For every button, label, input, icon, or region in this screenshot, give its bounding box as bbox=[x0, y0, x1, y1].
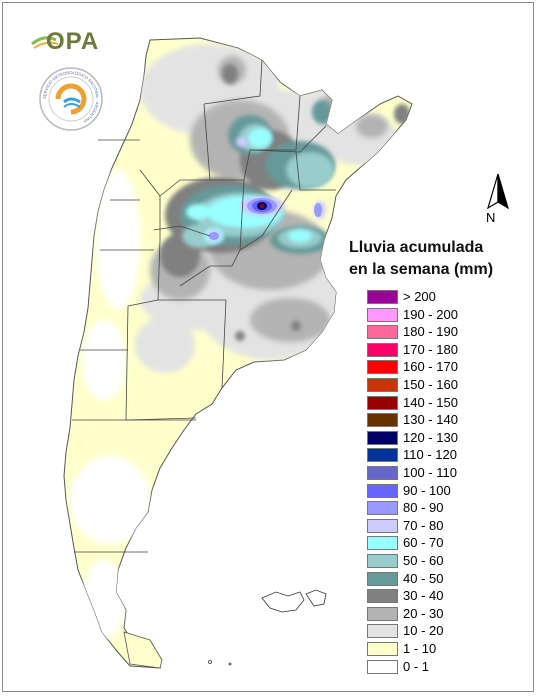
legend-item: 80 - 90 bbox=[367, 500, 497, 517]
legend-swatch bbox=[367, 554, 398, 568]
legend-label: 110 - 120 bbox=[403, 447, 457, 463]
smn-seal-icon: SERVICIO METEOROLÓGICO NACIONAL · ARGENT… bbox=[39, 67, 103, 131]
legend-label: 160 - 170 bbox=[403, 359, 458, 375]
legend-item: 180 - 190 bbox=[367, 324, 497, 341]
legend-swatch bbox=[367, 360, 398, 375]
legend-item: 120 - 130 bbox=[367, 429, 497, 447]
legend-label: 140 - 150 bbox=[403, 394, 458, 410]
legend-label: 190 - 200 bbox=[403, 306, 458, 322]
legend-item: 50 - 60 bbox=[367, 553, 497, 570]
legend-label: 70 - 80 bbox=[403, 517, 444, 533]
legend-label: 10 - 20 bbox=[403, 623, 444, 639]
legend-item: 150 - 160 bbox=[367, 377, 497, 394]
legend-swatch bbox=[367, 483, 398, 498]
legend-swatch bbox=[367, 659, 398, 674]
legend-label: 150 - 160 bbox=[403, 377, 458, 392]
legend-swatch bbox=[367, 448, 398, 463]
legend-label: 30 - 40 bbox=[403, 588, 444, 604]
legend-swatch bbox=[367, 571, 398, 586]
legend-label: 40 - 50 bbox=[403, 570, 444, 586]
legend-item: 10 - 20 bbox=[367, 623, 497, 640]
legend-item: 30 - 40 bbox=[367, 588, 497, 605]
legend-swatch bbox=[367, 466, 398, 480]
legend-swatch bbox=[367, 624, 398, 639]
legend-swatch bbox=[367, 378, 398, 392]
legend-title-line1: Lluvia acumulada bbox=[349, 239, 484, 256]
legend-item: 70 - 80 bbox=[367, 517, 497, 535]
legend-swatch bbox=[367, 395, 398, 410]
legend-label: 100 - 110 bbox=[403, 465, 457, 480]
legend-label: 60 - 70 bbox=[403, 535, 444, 551]
legend-swatch bbox=[367, 589, 398, 604]
legend-label: 50 - 60 bbox=[403, 553, 444, 568]
legend-item: 190 - 200 bbox=[367, 306, 497, 324]
legend-label: 90 - 100 bbox=[403, 482, 451, 498]
legend-label: 180 - 190 bbox=[403, 324, 458, 340]
legend-item: 0 - 1 bbox=[367, 658, 497, 676]
legend-item: 110 - 120 bbox=[367, 447, 497, 464]
legend-swatch bbox=[367, 430, 398, 445]
legend-swatch bbox=[367, 325, 398, 340]
legend-label: 1 - 10 bbox=[403, 641, 437, 656]
legend-swatch bbox=[367, 290, 398, 304]
legend-label: 20 - 30 bbox=[403, 605, 444, 621]
north-label: N bbox=[486, 210, 496, 225]
province-borders bbox=[72, 59, 336, 553]
legend-swatch bbox=[367, 307, 398, 322]
legend-label: 170 - 180 bbox=[403, 341, 458, 357]
islands bbox=[208, 589, 327, 666]
legend-item: 160 - 170 bbox=[367, 359, 497, 376]
legend-item: 90 - 100 bbox=[367, 482, 497, 500]
legend-item: 20 - 30 bbox=[367, 605, 497, 623]
legend-label: 120 - 130 bbox=[403, 429, 458, 445]
legend-item: 1 - 10 bbox=[367, 641, 497, 658]
legend-item: 60 - 70 bbox=[367, 535, 497, 552]
opa-logo-text: OPA bbox=[46, 28, 100, 55]
legend-swatch bbox=[367, 342, 398, 357]
north-arrow-icon bbox=[486, 173, 510, 210]
legend-swatch bbox=[367, 642, 398, 656]
legend-swatch bbox=[367, 501, 398, 516]
legend-swatch bbox=[367, 518, 398, 533]
legend-item: > 200 bbox=[367, 289, 497, 306]
legend-item: 170 - 180 bbox=[367, 341, 497, 359]
opa-logo-icon bbox=[31, 36, 59, 49]
legend-swatch bbox=[367, 413, 398, 428]
legend-label: 130 - 140 bbox=[403, 412, 458, 428]
legend-item: 100 - 110 bbox=[367, 465, 497, 482]
legend-label: 0 - 1 bbox=[403, 658, 430, 674]
legend-swatch bbox=[367, 606, 398, 621]
legend-title-line2: en la semana (mm) bbox=[349, 261, 494, 278]
legend-swatch bbox=[367, 536, 398, 551]
legend-label: 80 - 90 bbox=[403, 500, 444, 516]
legend-label: > 200 bbox=[403, 289, 436, 304]
legend-item: 40 - 50 bbox=[367, 570, 497, 588]
legend-item: 130 - 140 bbox=[367, 412, 497, 429]
tierra-del-fuego bbox=[123, 631, 163, 669]
legend-title: Lluvia acumulada en la semana (mm) bbox=[349, 237, 493, 281]
legend-item: 140 - 150 bbox=[367, 394, 497, 412]
